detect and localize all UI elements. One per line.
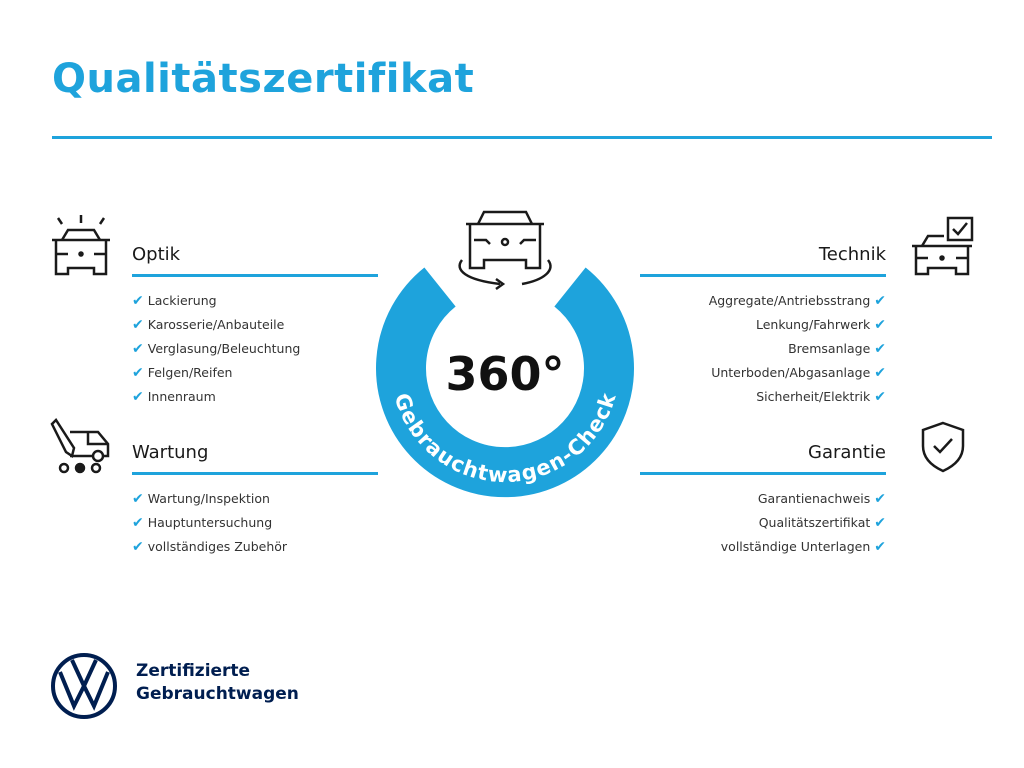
section-title: Technik <box>640 244 886 277</box>
section-optik: Optik ✔ Lackierung ✔ Karosserie/Anbauteile… <box>132 244 378 409</box>
list-item: vollständige Unterlagen ✔ <box>720 539 886 555</box>
ring-arc <box>376 267 634 498</box>
title-divider <box>52 136 992 139</box>
car-lights-icon <box>52 215 110 276</box>
list-item: ✔ Karosserie/Anbauteile <box>132 317 285 333</box>
check-icon: ✔ <box>874 515 886 531</box>
vw-logo <box>51 653 117 719</box>
check-icon: ✔ <box>132 293 144 309</box>
list-item: Qualitätszertifikat ✔ <box>758 515 886 531</box>
checklist: Garantienachweis ✔ Qualitätszertifikat ✔ v… <box>640 487 886 559</box>
checklist: ✔ Lackierung ✔ Karosserie/Anbauteile ✔ Verg… <box>132 289 378 409</box>
shield-check-icon <box>921 421 965 473</box>
check-icon: ✔ <box>132 341 144 357</box>
check-icon: ✔ <box>132 317 144 333</box>
maintenance-icon <box>50 418 110 474</box>
check-icon: ✔ <box>874 389 886 405</box>
list-item: Garantienachweis ✔ <box>757 491 886 507</box>
section-title: Wartung <box>132 442 378 475</box>
list-item: Bremsanlage ✔ <box>788 341 886 357</box>
check-icon: ✔ <box>132 389 144 405</box>
check-icon: ✔ <box>874 317 886 333</box>
list-item: ✔ Innenraum <box>132 389 216 405</box>
check-icon: ✔ <box>874 293 886 309</box>
page-title: Qualitätszertifikat <box>52 56 475 102</box>
section-garantie: Garantie Garantienachweis ✔ Qualitätszert… <box>640 442 886 559</box>
list-item: ✔ Lackierung <box>132 293 217 309</box>
list-item: ✔ Hauptuntersuchung <box>132 515 273 531</box>
list-item: Lenkung/Fahrwerk ✔ <box>756 317 886 333</box>
list-item: Aggregate/Antriebsstrang ✔ <box>708 293 886 309</box>
check-icon: ✔ <box>874 539 886 555</box>
360-check-badge: 360° Gebrauchtwagen-Check <box>376 210 634 498</box>
list-item: Unterboden/Abgasanlage ✔ <box>711 365 886 381</box>
list-item: Sicherheit/Elektrik ✔ <box>756 389 886 405</box>
checklist: Aggregate/Antriebsstrang ✔ Lenkung/Fahrwe… <box>640 289 886 409</box>
check-icon: ✔ <box>132 539 144 555</box>
car-checkbox-icon <box>912 216 974 276</box>
360-label: 360° <box>445 347 564 401</box>
car-rotate-icon <box>458 210 552 291</box>
checklist: ✔ Wartung/Inspektion ✔ Hauptuntersuchung ✔… <box>132 487 378 559</box>
check-icon: ✔ <box>874 491 886 507</box>
list-item: ✔ Verglasung/Beleuchtung <box>132 341 301 357</box>
check-icon: ✔ <box>132 365 144 381</box>
brand-tagline: Zertifizierte Gebrauchtwagen <box>136 661 299 704</box>
check-icon: ✔ <box>132 491 144 507</box>
list-item: ✔ Wartung/Inspektion <box>132 491 270 507</box>
check-icon: ✔ <box>874 341 886 357</box>
check-icon: ✔ <box>874 365 886 381</box>
section-technik: Technik Aggregate/Antriebsstrang ✔ Lenkun… <box>640 244 886 409</box>
section-title: Garantie <box>640 442 886 475</box>
check-icon: ✔ <box>132 515 144 531</box>
section-title: Optik <box>132 244 378 277</box>
list-item: ✔ vollständiges Zubehör <box>132 539 288 555</box>
section-wartung: Wartung ✔ Wartung/Inspektion ✔ Hauptunters… <box>132 442 378 559</box>
list-item: ✔ Felgen/Reifen <box>132 365 233 381</box>
